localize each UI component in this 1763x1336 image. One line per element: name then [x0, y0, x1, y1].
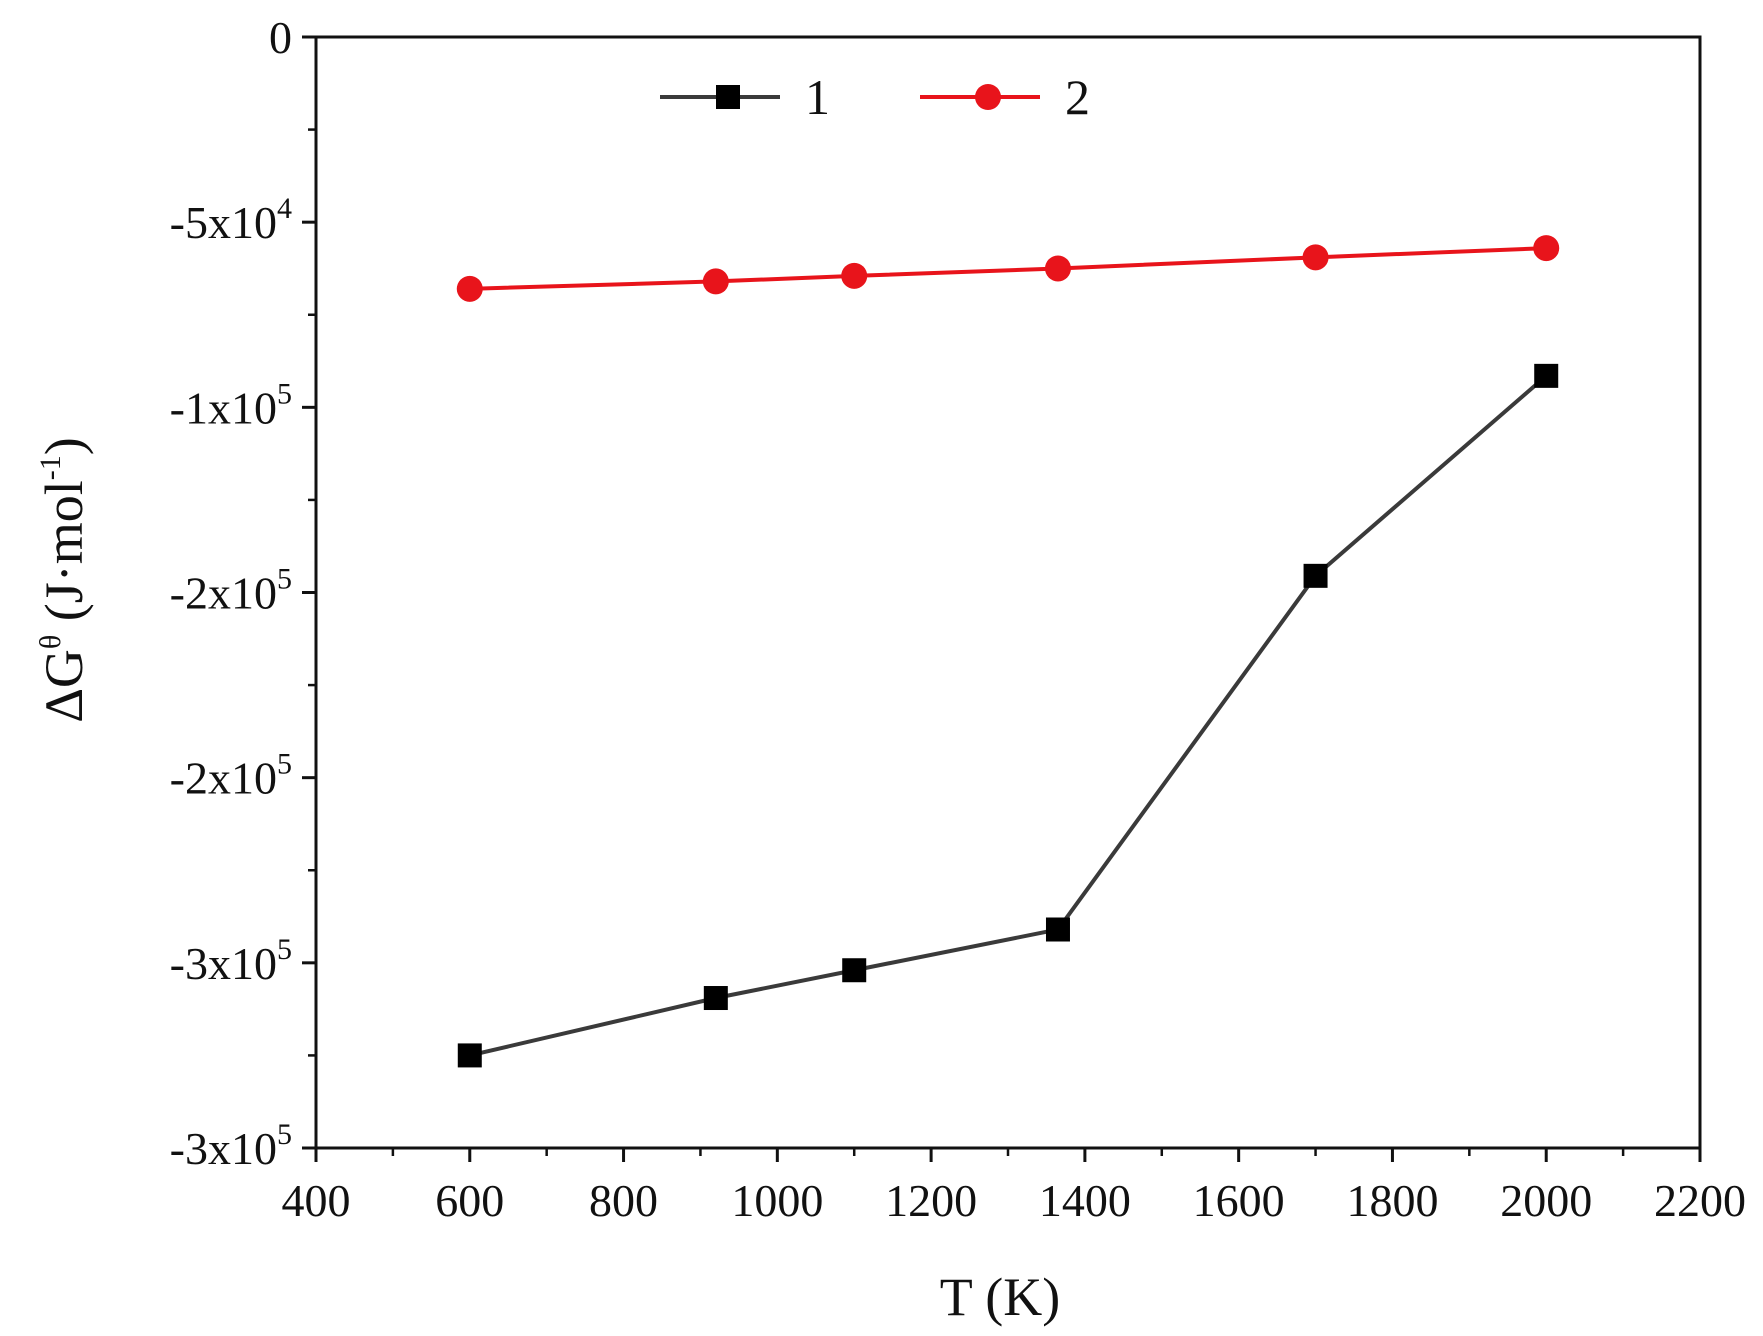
- y-axis-title-unit-sup: -1: [34, 455, 67, 480]
- x-tick-label: 1800: [1346, 1175, 1438, 1226]
- y-tick-label: -2x105: [170, 748, 292, 804]
- y-axis: 0 -5x104 -1x105 -2x105 -2x105 -3x105 -3x105: [170, 12, 316, 1174]
- y-tick-label: -2x105: [170, 563, 292, 619]
- x-tick-label: 800: [589, 1175, 658, 1226]
- y-axis-title-main: ΔG: [34, 649, 94, 723]
- data-point: [1302, 244, 1329, 271]
- y-axis-title-unit: (J·mol: [34, 480, 94, 635]
- y-axis-title-sup: θ: [34, 635, 67, 649]
- legend-label: 1: [805, 69, 830, 125]
- data-point: [1044, 255, 1071, 282]
- y-tick-label: 0: [269, 12, 292, 63]
- legend-marker: [716, 85, 740, 109]
- x-tick-label: 1000: [731, 1175, 823, 1226]
- x-tick-label: 600: [435, 1175, 504, 1226]
- y-tick-label: -5x104: [170, 192, 292, 248]
- data-point: [456, 275, 483, 302]
- x-tick-label: 1400: [1039, 1175, 1131, 1226]
- x-tick-label: 2200: [1654, 1175, 1746, 1226]
- x-axis-title: T (K): [940, 1267, 1060, 1327]
- series-line: [469, 374, 1548, 1058]
- legend-label: 2: [1065, 69, 1090, 125]
- series-line: [469, 246, 1547, 291]
- y-axis-title: ΔGθ (J·mol-1): [34, 437, 94, 723]
- data-point: [703, 986, 728, 1011]
- legend-marker: [975, 84, 1001, 110]
- data-point: [1045, 917, 1070, 942]
- series-1: [457, 363, 1559, 1068]
- x-axis: 400 600 800 1000 1200 1400 1600 1800 2000 2200: [282, 1148, 1746, 1226]
- data-point: [841, 262, 868, 289]
- data-point: [1303, 563, 1328, 588]
- plot-border: [314, 35, 1702, 1150]
- y-tick-label: -1x105: [170, 377, 292, 433]
- series-2: [456, 235, 1560, 302]
- x-tick-label: 1600: [1193, 1175, 1285, 1226]
- y-axis-title-close: ): [34, 437, 94, 455]
- x-tick-label: 1200: [885, 1175, 977, 1226]
- y-tick-label: -3x105: [170, 1118, 292, 1174]
- data-point: [702, 268, 729, 295]
- y-tick-label: -3x105: [170, 933, 292, 989]
- data-point: [842, 958, 867, 983]
- x-tick-label: 400: [282, 1175, 351, 1226]
- data-point: [1534, 363, 1559, 388]
- plot-frame: [314, 35, 1702, 1150]
- series-layer: [456, 235, 1560, 1068]
- legend-item-2: 2: [920, 69, 1090, 125]
- data-point: [1533, 235, 1560, 262]
- data-point: [457, 1043, 482, 1068]
- legend-item-1: 1: [660, 69, 830, 125]
- x-tick-label: 2000: [1500, 1175, 1592, 1226]
